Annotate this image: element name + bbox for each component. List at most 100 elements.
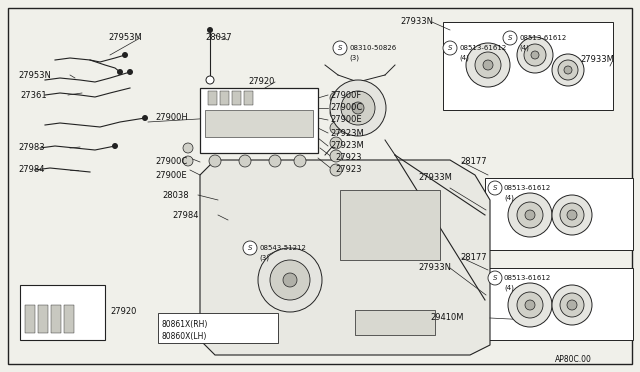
Circle shape	[466, 43, 510, 87]
Circle shape	[508, 283, 552, 327]
Text: 27923M: 27923M	[330, 141, 364, 151]
Bar	[485, 268, 633, 340]
Circle shape	[127, 69, 133, 75]
Circle shape	[443, 41, 457, 55]
Circle shape	[206, 76, 214, 84]
Bar	[244, 91, 253, 105]
Text: (3): (3)	[259, 255, 269, 261]
Text: 27953M: 27953M	[108, 33, 141, 42]
Bar	[64, 305, 74, 333]
Circle shape	[564, 66, 572, 74]
Text: S: S	[448, 45, 452, 51]
Circle shape	[483, 60, 493, 70]
Text: 27933M: 27933M	[580, 55, 614, 64]
Text: S: S	[493, 275, 497, 281]
Circle shape	[330, 122, 342, 134]
Bar	[20, 285, 105, 340]
Bar	[232, 91, 241, 105]
Text: 29410M: 29410M	[430, 314, 463, 323]
Circle shape	[333, 41, 347, 55]
Text: 27900C: 27900C	[155, 157, 188, 167]
Text: 27923M: 27923M	[330, 128, 364, 138]
Circle shape	[560, 203, 584, 227]
Circle shape	[525, 210, 535, 220]
Text: 27900H: 27900H	[155, 113, 188, 122]
Circle shape	[183, 143, 193, 153]
Text: 27953N: 27953N	[18, 71, 51, 80]
Text: 27920: 27920	[248, 77, 275, 87]
Text: 28177: 28177	[460, 253, 486, 263]
Bar	[485, 178, 633, 250]
Text: 28037: 28037	[205, 33, 232, 42]
Text: 28038: 28038	[162, 190, 189, 199]
Text: 28177: 28177	[460, 157, 486, 167]
Text: 27900C: 27900C	[330, 103, 362, 112]
Circle shape	[508, 193, 552, 237]
Circle shape	[142, 115, 148, 121]
Circle shape	[243, 241, 257, 255]
Circle shape	[330, 164, 342, 176]
Circle shape	[488, 181, 502, 195]
Text: S: S	[508, 35, 512, 41]
Text: 08513-61612: 08513-61612	[504, 275, 551, 281]
Bar	[25, 305, 35, 333]
Text: 08310-50826: 08310-50826	[349, 45, 396, 51]
Text: (4): (4)	[459, 55, 469, 61]
Bar	[220, 91, 229, 105]
Text: (4): (4)	[519, 45, 529, 51]
Circle shape	[531, 51, 539, 59]
Text: 27920: 27920	[110, 308, 136, 317]
Bar	[205, 110, 313, 137]
Text: 27933N: 27933N	[400, 17, 433, 26]
Text: (3): (3)	[349, 55, 359, 61]
Text: 27984: 27984	[172, 211, 198, 219]
Circle shape	[517, 37, 553, 73]
Text: 08513-61612: 08513-61612	[519, 35, 566, 41]
Text: 27900E: 27900E	[155, 170, 187, 180]
Text: 08513-61612: 08513-61612	[459, 45, 506, 51]
Text: 27923: 27923	[335, 166, 362, 174]
Circle shape	[330, 92, 342, 104]
Circle shape	[183, 156, 193, 166]
Circle shape	[330, 107, 342, 119]
Circle shape	[552, 195, 592, 235]
Circle shape	[488, 271, 502, 285]
Circle shape	[560, 293, 584, 317]
Circle shape	[330, 80, 386, 136]
Bar	[443, 22, 613, 110]
Circle shape	[207, 27, 213, 33]
Circle shape	[503, 31, 517, 45]
Text: 80860X(LH): 80860X(LH)	[162, 331, 207, 340]
Polygon shape	[200, 160, 490, 355]
Text: 27933N: 27933N	[418, 263, 451, 273]
Circle shape	[341, 91, 375, 125]
Text: 27984: 27984	[18, 166, 45, 174]
Circle shape	[258, 248, 322, 312]
Circle shape	[525, 300, 535, 310]
Text: 27361: 27361	[20, 90, 47, 99]
Text: (4): (4)	[504, 285, 514, 291]
Circle shape	[552, 285, 592, 325]
Circle shape	[330, 150, 342, 162]
Text: 08543-51212: 08543-51212	[259, 245, 306, 251]
Circle shape	[117, 69, 123, 75]
Text: 27900F: 27900F	[330, 90, 361, 99]
Text: (4): (4)	[504, 195, 514, 201]
Circle shape	[122, 52, 128, 58]
Circle shape	[283, 273, 297, 287]
Text: S: S	[493, 185, 497, 191]
Bar	[38, 305, 48, 333]
Circle shape	[524, 44, 546, 66]
Circle shape	[567, 300, 577, 310]
Circle shape	[558, 60, 578, 80]
Circle shape	[269, 155, 281, 167]
Circle shape	[270, 260, 310, 300]
Circle shape	[552, 54, 584, 86]
Bar	[355, 310, 435, 335]
Text: S: S	[338, 45, 342, 51]
Circle shape	[209, 155, 221, 167]
Circle shape	[352, 102, 364, 114]
Text: 80861X(RH): 80861X(RH)	[162, 321, 209, 330]
Circle shape	[517, 292, 543, 318]
Circle shape	[567, 210, 577, 220]
